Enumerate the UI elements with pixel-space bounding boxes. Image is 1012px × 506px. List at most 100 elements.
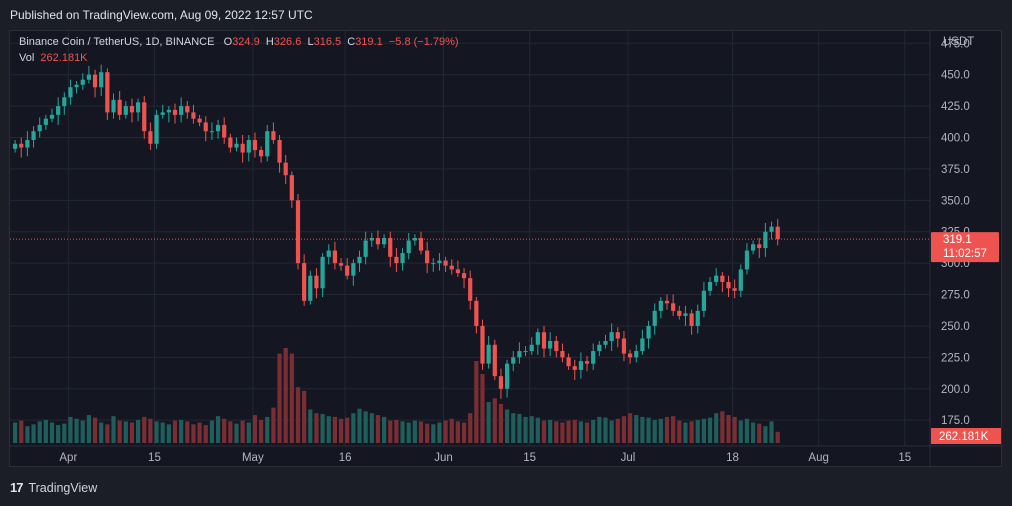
x-tick-label: Jun xyxy=(434,452,453,464)
x-tick-label: 15 xyxy=(148,452,161,464)
volume-bar xyxy=(671,416,676,443)
candle xyxy=(246,140,251,153)
volume-bar xyxy=(259,419,264,443)
candle xyxy=(191,112,196,119)
candle xyxy=(406,240,411,254)
candle xyxy=(326,250,331,257)
volume-bar xyxy=(529,416,534,443)
candlestick-chart[interactable]: 475.0450.0425.0400.0375.0350.0325.0300.0… xyxy=(10,31,1003,468)
volume-bar xyxy=(664,416,670,443)
volume-bar xyxy=(56,425,61,443)
candle xyxy=(505,363,510,389)
x-tick-label: 16 xyxy=(339,452,352,464)
volume-bar xyxy=(498,403,504,443)
volume-bar xyxy=(62,423,67,443)
y-tick-label: 475.0 xyxy=(941,38,970,50)
candle xyxy=(19,143,24,148)
volume-bar xyxy=(43,419,48,443)
volume-bar xyxy=(578,421,583,443)
volume-bar xyxy=(277,353,282,443)
candle xyxy=(148,131,153,144)
candle xyxy=(142,102,147,132)
volume-bar xyxy=(628,413,633,443)
y-tick-label: 400.0 xyxy=(941,133,970,145)
volume-label: Vol xyxy=(19,52,35,64)
y-tick-label: 425.0 xyxy=(941,101,970,113)
y-tick-label: 225.0 xyxy=(941,352,970,364)
volume-bar xyxy=(566,420,571,443)
candle xyxy=(111,99,116,113)
chart-panel[interactable]: 475.0450.0425.0400.0375.0350.0325.0300.0… xyxy=(9,30,1003,468)
symbol-title: Binance Coin / TetherUS, 1D, BINANCE xyxy=(19,36,215,48)
volume-bar xyxy=(25,426,30,443)
volume-bar xyxy=(271,407,276,443)
candle xyxy=(492,344,497,377)
candle xyxy=(775,226,780,240)
candle xyxy=(474,300,479,326)
volume-bar xyxy=(707,417,713,443)
candle xyxy=(548,341,553,349)
candle xyxy=(726,281,731,289)
volume-bar xyxy=(31,424,36,443)
volume-bar xyxy=(80,420,85,443)
volume-bar xyxy=(486,402,491,443)
volume-bar xyxy=(160,422,165,443)
volume-bar xyxy=(209,420,214,443)
candle xyxy=(517,351,522,358)
volume-bar xyxy=(431,424,436,443)
candle xyxy=(541,332,547,349)
candle xyxy=(172,109,178,115)
candle xyxy=(222,124,227,138)
x-tick-label: 15 xyxy=(898,452,911,464)
volume-bar xyxy=(517,413,522,443)
volume-bar xyxy=(172,420,178,443)
candle xyxy=(597,344,602,352)
volume-bar xyxy=(215,416,221,443)
candle xyxy=(511,357,516,364)
volume-bar xyxy=(609,420,614,443)
candle xyxy=(99,72,104,88)
volume-bar xyxy=(714,413,719,443)
volume-bar xyxy=(769,421,774,443)
volume-bar xyxy=(683,422,688,443)
change-value: −5.8 (−1.79%) xyxy=(388,36,459,48)
y-tick-label: 275.0 xyxy=(941,290,970,302)
candle xyxy=(757,244,762,249)
x-tick-label: Jul xyxy=(621,452,636,464)
volume-bar xyxy=(234,423,239,443)
volume-bar xyxy=(388,420,393,443)
candle xyxy=(357,256,362,264)
candle xyxy=(252,140,258,151)
high-label: H xyxy=(265,36,274,48)
candle xyxy=(105,72,110,113)
volume-bar xyxy=(314,413,319,443)
volume-bar xyxy=(351,413,356,443)
high-value: 326.6 xyxy=(273,36,302,48)
volume-bar xyxy=(751,422,756,443)
volume-bar xyxy=(111,416,116,443)
volume-bar xyxy=(203,425,208,443)
candle xyxy=(646,325,651,339)
volume-bar xyxy=(142,416,147,443)
candle xyxy=(689,313,694,326)
y-tick-label: 200.0 xyxy=(941,384,970,396)
volume-bar xyxy=(179,419,184,443)
price-tag-value: 319.1 xyxy=(943,234,972,246)
volume-bar xyxy=(197,422,202,443)
countdown-value: 11:02:57 xyxy=(943,248,987,260)
volume-bar xyxy=(375,415,381,443)
candle xyxy=(215,124,221,132)
candle xyxy=(332,250,337,264)
candle xyxy=(289,175,294,201)
volume-bar xyxy=(726,415,731,443)
volume-bar xyxy=(228,421,233,443)
candle xyxy=(345,265,350,276)
candle xyxy=(154,114,159,144)
volume-bar xyxy=(308,409,313,443)
volume-bar xyxy=(634,415,639,443)
candle xyxy=(677,310,682,316)
volume-bar xyxy=(443,420,448,443)
volume-bar xyxy=(468,413,473,443)
candle xyxy=(338,263,344,266)
candle xyxy=(197,118,202,123)
